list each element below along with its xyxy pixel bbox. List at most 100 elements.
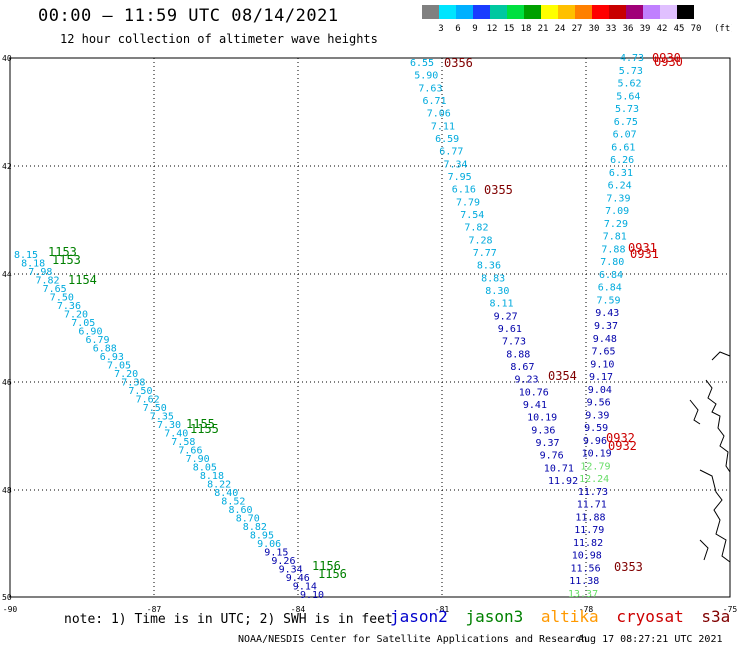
colorbar-label: 42 [657,24,668,33]
colorbar-swatch [677,5,694,19]
swh-value: 8.40 [214,488,238,499]
swh-value: 11.38 [569,576,599,587]
swh-value: 9.36 [531,425,555,436]
colorbar-label: 3 [438,24,443,33]
swh-value: 8.15 [14,250,38,261]
swh-value: 9.06 [257,539,281,550]
swh-value: 7.98 [28,267,52,278]
swh-value: 7.95 [448,172,472,183]
swh-value: 7.29 [604,219,628,230]
time-label: 1155 [186,417,215,431]
swh-value: 6.26 [610,155,634,166]
swh-value: 8.22 [207,480,231,491]
swh-value: 9.96 [583,436,607,447]
swh-value: 11.73 [578,487,608,498]
colorbar-label: 12 [487,24,498,33]
swh-value: 9.43 [595,308,619,319]
swh-value: 11.88 [575,512,605,523]
swh-value: 7.28 [469,235,493,246]
swh-value: 7.80 [600,257,624,268]
page-title: 00:00 – 11:59 UTC 08/14/2021 [38,6,339,26]
colorbar-swatch [507,5,524,19]
lat-label: 48 [2,486,12,495]
swh-value: 7.20 [114,369,138,380]
swh-value: 8.18 [200,471,224,482]
swh-value: 6.16 [452,185,476,196]
swh-value: 10.19 [527,413,557,424]
colorbar-swatch [490,5,507,19]
swh-value: 7.05 [107,361,131,372]
swh-value: 9.10 [590,359,614,370]
swh-value: 9.59 [584,423,608,434]
swh-value: 7.40 [164,429,188,440]
swh-value: 7.50 [128,386,152,397]
swh-value: 4.73 [620,53,644,64]
colorbar-label: 9 [472,24,477,33]
time-label: 0354 [548,369,577,383]
swh-value: 6.07 [613,130,637,141]
swh-value: 12.79 [580,461,610,472]
map-grid [9,57,731,598]
swh-value: 9.56 [587,398,611,409]
swh-value: 7.20 [64,310,88,321]
colorbar-swatch [643,5,660,19]
swh-value: 6.90 [78,327,102,338]
time-label: 0355 [484,183,513,197]
lon-label: -78 [579,605,594,614]
swh-value: 11.71 [577,500,607,511]
lon-label: -75 [723,605,738,614]
lon-label: -84 [291,605,306,614]
colorbar-label: 18 [521,24,532,33]
swh-value: 6.88 [93,344,117,355]
swh-value: 7.82 [36,276,60,287]
legend-altika: altika [540,607,599,626]
swh-value: 8.70 [236,514,260,525]
swh-value: 6.24 [608,181,632,192]
swh-values: 8.158.187.987.827.657.507.367.207.056.90… [14,51,683,601]
swh-value: 6.79 [86,335,110,346]
colorbar-label: 39 [640,24,651,33]
swh-value: 6.84 [599,270,623,281]
swh-value: 8.95 [250,531,274,542]
swh-value: 7.79 [456,197,480,208]
colorbar-label: 15 [504,24,515,33]
swh-value: 7.62 [136,395,160,406]
colorbar-swatch [439,5,456,19]
swh-value: 9.17 [589,372,613,383]
swh-value: 9.61 [498,324,522,335]
page-subtitle: 12 hour collection of altimeter wave hei… [60,32,378,46]
colorbar-swatch [660,5,677,19]
swh-value: 8.83 [481,273,505,284]
swh-value: 9.37 [536,438,560,449]
swh-value: 8.11 [490,299,514,310]
colorbar-label: 24 [555,24,566,33]
swh-value: 6.71 [423,96,447,107]
coastline [689,351,731,563]
swh-value: 8.60 [229,505,253,516]
legend-jason3: jason3 [465,607,524,626]
swh-value: 7.34 [444,159,468,170]
swh-value: 10.98 [572,551,602,562]
lon-label: -81 [435,605,450,614]
credit-text: NOAA/NESDIS Center for Satellite Applica… [238,634,588,645]
footnote: note: 1) Time is in UTC; 2) SWH is in fe… [64,612,393,627]
swh-value: 11.92 [548,476,578,487]
swh-value: 7.81 [603,232,627,243]
swh-value: 7.09 [605,206,629,217]
swh-value: 6.84 [598,283,622,294]
swh-value: 6.59 [435,134,459,145]
swh-value: 7.88 [601,244,625,255]
swh-value: 9.41 [523,400,547,411]
swh-value: 8.52 [221,497,245,508]
satellite-legend: jason2 jason3 altika cryosat s3a [390,607,738,626]
lat-label: 46 [2,378,12,387]
swh-value: 9.27 [494,311,518,322]
colorbar-swatch [609,5,626,19]
swh-value: 7.11 [431,121,455,132]
swh-value: 8.36 [477,261,501,272]
swh-value: 8.67 [510,362,534,373]
swh-value: 8.05 [193,463,217,474]
colorbar-label: 36 [623,24,634,33]
lat-label: 40 [2,54,12,63]
time-label: 0356 [444,56,473,70]
